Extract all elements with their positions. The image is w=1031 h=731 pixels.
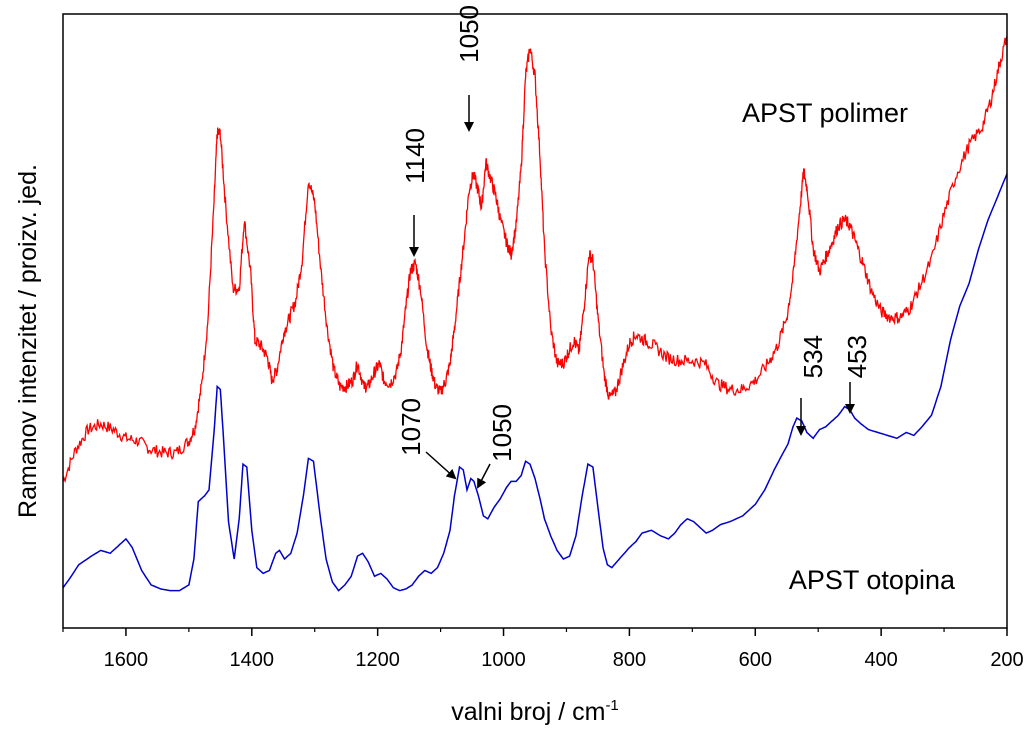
x-axis-title: valni broj / cm-1 — [451, 697, 619, 726]
y-axis-title: Ramanov intenzitet / proizv. jed. — [14, 164, 42, 518]
x-tick-label: 200 — [990, 649, 1023, 671]
annotation-layer: APST polimer APST otopina 1050 1140 1070 1050… — [396, 5, 956, 595]
peak-label-1050: 1050 — [487, 404, 517, 462]
peak-label-453: 453 — [842, 335, 872, 378]
x-tick-label: 1000 — [481, 649, 526, 671]
x-tick-label: 1200 — [355, 649, 400, 671]
peak-label-1070: 1070 — [396, 398, 426, 456]
peak-label-1140: 1140 — [400, 128, 430, 184]
x-tick-label: 800 — [613, 649, 646, 671]
x-tick-label: 1600 — [104, 649, 149, 671]
series-line-polimer — [62, 35, 1008, 484]
x-tick-label: 600 — [739, 649, 772, 671]
peak-label-1050: 1050 — [454, 5, 484, 63]
peak-arrow-1070 — [425, 451, 457, 480]
series-label-polimer: APST polimer — [742, 98, 908, 128]
peak-arrow-1050 — [477, 463, 491, 489]
series-layer — [62, 35, 1008, 592]
axis-layer: 1600 1400 1200 1000 800 600 400 200 — [62, 628, 1024, 671]
x-tick-label: 1400 — [230, 649, 275, 671]
series-label-otopina: APST otopina — [789, 565, 956, 595]
series-line-otopina — [62, 173, 1008, 592]
plot-frame — [62, 13, 1008, 629]
x-tick-label: 400 — [864, 649, 897, 671]
peak-label-534: 534 — [798, 335, 828, 378]
